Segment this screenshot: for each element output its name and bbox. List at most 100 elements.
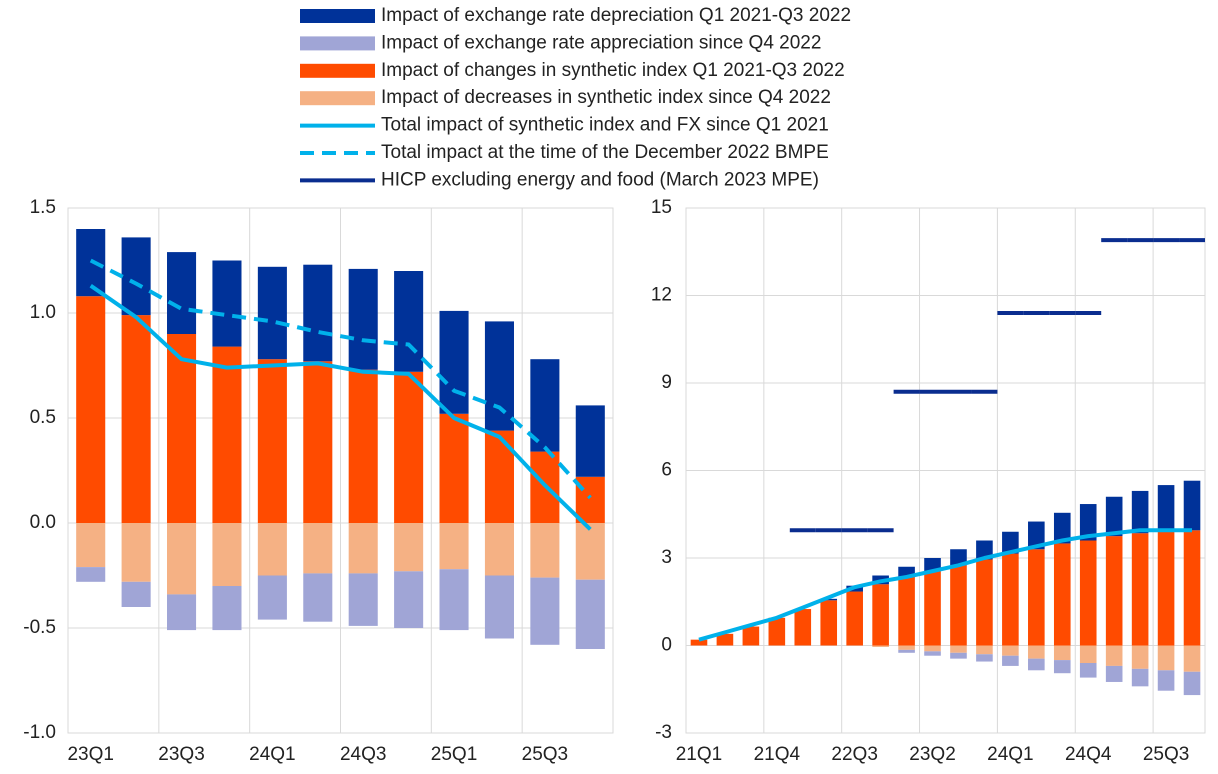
bar [1183,530,1201,646]
bar [1053,512,1071,544]
bar [167,334,197,523]
bar [167,523,197,595]
bar [394,271,424,372]
bar [976,645,993,655]
bar [212,346,242,523]
bar [394,523,424,572]
bar [1028,658,1045,671]
y-tick-label: -3 [655,722,672,743]
legend-label: Impact of changes in synthetic index Q1 … [381,60,845,81]
legend-swatch [300,9,375,23]
bar [1079,540,1097,646]
bar [1053,660,1071,674]
bar [976,540,993,560]
bar [1002,655,1019,666]
x-tick-label: 25Q3 [1143,744,1189,765]
bar [167,252,197,334]
legend-label: Impact of decreases in synthetic index s… [381,87,831,108]
bar [530,523,560,578]
bar [742,626,760,646]
y-tick-label: 15 [651,197,672,218]
bar [212,260,242,347]
y-tick-label: 9 [661,372,672,393]
bar [257,359,287,523]
bar [1079,645,1097,663]
line [89,284,592,531]
bar [76,567,106,582]
bar [394,571,424,628]
bar [820,598,838,601]
bar [575,523,605,580]
bar [484,321,514,431]
y-tick-label: 1.5 [30,197,56,218]
legend-label: Impact of exchange rate depreciation Q1 … [381,5,851,26]
y-tick-label: 0 [661,635,672,656]
x-tick-label: 23Q1 [67,744,113,765]
bar [1079,663,1097,678]
bar [348,573,378,626]
x-tick-label: 21Q1 [676,744,722,765]
x-tick-label: 25Q1 [431,744,477,765]
bar [121,315,151,523]
bar [484,430,514,523]
bar [530,359,560,452]
y-tick-label: 3 [661,547,672,568]
bar [1105,665,1123,682]
x-tick-label: 24Q1 [987,744,1033,765]
bar [303,523,333,574]
bar [950,652,967,659]
bar [1131,668,1149,687]
x-tick-label: 22Q3 [831,744,877,765]
bar [690,639,708,646]
bar [1105,536,1123,646]
line [89,258,592,500]
bar [121,237,151,316]
bar [1157,485,1175,532]
bar [924,651,941,656]
bar [976,559,993,646]
legend-label: HICP excluding energy and food (March 20… [381,169,819,190]
bar [1053,645,1071,661]
bar [439,523,469,570]
bar [924,645,941,652]
bar [1131,645,1149,669]
bar [484,575,514,639]
bar [575,579,605,649]
bar [898,576,915,646]
bar [1105,496,1123,537]
bar [303,361,333,523]
bar [716,633,734,646]
bar [167,594,197,631]
bar [898,649,915,653]
legend-swatch [300,36,375,51]
y-tick-label: 1.0 [30,302,56,323]
bar [1053,543,1071,646]
bar [257,266,287,360]
bar [394,371,424,523]
bar [1079,504,1097,541]
bar [1028,645,1045,659]
bar [1105,645,1123,666]
bar [1157,645,1175,671]
y-tick-label: 0.5 [30,407,56,428]
legend-label: Impact of exchange rate appreciation sin… [381,32,821,53]
bar [1183,671,1201,696]
bar [1183,480,1201,531]
bar [439,569,469,631]
bar [348,523,378,574]
bar [846,591,863,646]
bar [484,523,514,576]
bar [121,581,151,607]
bar [1002,531,1019,554]
bar [950,549,967,566]
bar [1183,645,1201,672]
bar [76,296,106,523]
bar [768,617,786,646]
bar [872,584,889,646]
bar [1157,670,1175,691]
line [698,528,1193,642]
legend-swatch [300,63,375,78]
bar [950,565,967,646]
bar [1131,490,1149,534]
